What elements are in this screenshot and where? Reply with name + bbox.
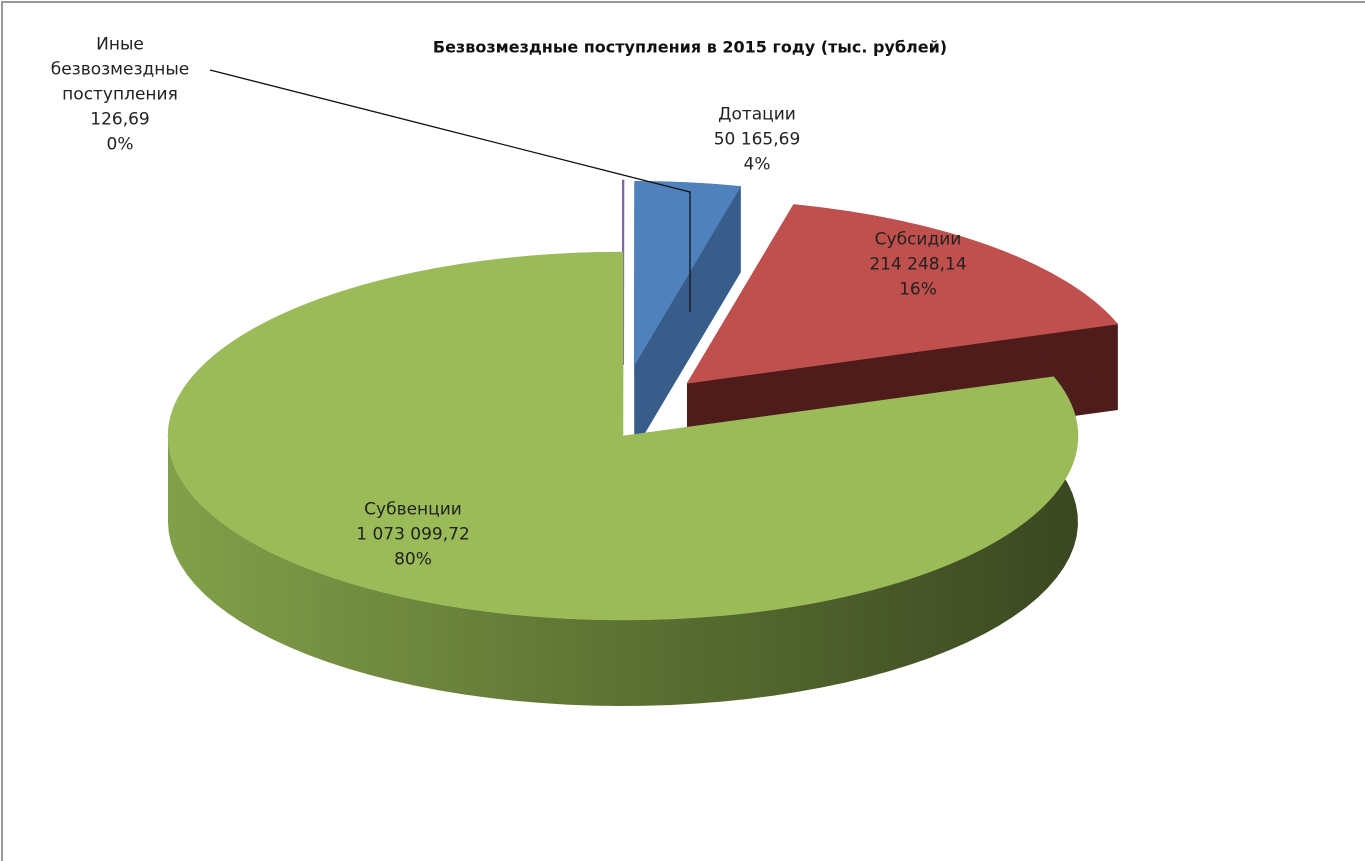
label-line: 16% bbox=[899, 279, 937, 300]
label-line: 4% bbox=[743, 154, 771, 175]
chart-title: Безвозмездные поступления в 2015 году (т… bbox=[432, 37, 948, 57]
data-label: Иные безвозмездные поступления 126,69 0% bbox=[25, 33, 215, 158]
label-line: 126,69 bbox=[90, 109, 150, 130]
slice bbox=[633, 180, 742, 367]
label-line: Субсидии bbox=[874, 229, 962, 250]
data-label: Субсидии 214 248,14 16% bbox=[808, 228, 1028, 303]
label-line: Дотации bbox=[718, 104, 796, 125]
label-line: 1 073 099,72 bbox=[356, 524, 470, 545]
label-line: 50 165,69 bbox=[713, 129, 801, 150]
slice bbox=[686, 204, 1119, 384]
label-line: Субвенции bbox=[364, 499, 462, 520]
leader-line bbox=[209, 69, 691, 312]
label-line: 214 248,14 bbox=[869, 254, 967, 275]
data-label: Дотации 50 165,69 4% bbox=[647, 103, 867, 178]
slice bbox=[167, 251, 1079, 621]
label-line: Иные безвозмездные поступления bbox=[50, 34, 190, 105]
slice-side bbox=[168, 376, 1078, 706]
data-label: Субвенции 1 073 099,72 80% bbox=[303, 498, 523, 573]
label-line: 80% bbox=[394, 549, 432, 570]
label-line: 0% bbox=[106, 134, 134, 155]
